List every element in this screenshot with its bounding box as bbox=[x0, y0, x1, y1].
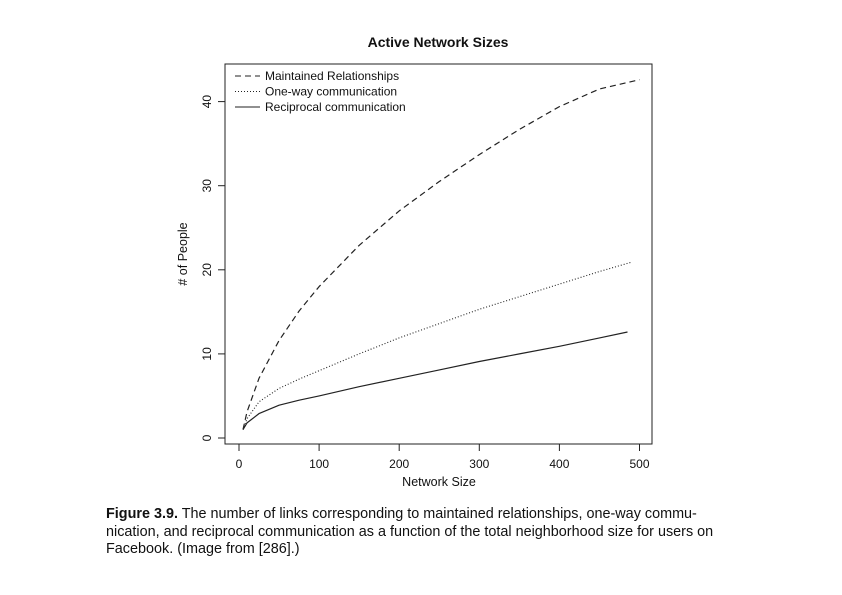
series-layer bbox=[242, 79, 640, 430]
x-axis: 0 100 200 300 400 500 bbox=[236, 444, 650, 471]
y-axis-label: # of People bbox=[176, 222, 190, 285]
caption-text: The number of links corresponding to mai… bbox=[106, 506, 714, 557]
x-tick-label: 200 bbox=[389, 457, 409, 471]
plot-frame bbox=[224, 63, 653, 445]
series-line-2 bbox=[242, 261, 632, 430]
series-line-3 bbox=[242, 331, 628, 430]
legend-label-2: One-way communication bbox=[265, 85, 397, 99]
y-tick-label: 10 bbox=[200, 347, 214, 361]
legend-label-1: Maintained Relationships bbox=[265, 69, 399, 83]
series-line-1 bbox=[242, 79, 640, 430]
x-tick-label: 0 bbox=[236, 457, 243, 471]
caption-label: Figure 3.9. bbox=[106, 506, 178, 522]
legend: Maintained Relationships One-way communic… bbox=[235, 69, 406, 114]
y-tick-label: 20 bbox=[200, 263, 214, 277]
legend-label-3: Reciprocal communication bbox=[265, 100, 406, 114]
y-tick-label: 0 bbox=[200, 434, 214, 441]
x-tick-label: 500 bbox=[629, 457, 649, 471]
x-tick-label: 100 bbox=[309, 457, 329, 471]
y-axis: 0 10 20 30 40 bbox=[200, 95, 225, 441]
y-tick-label: 30 bbox=[200, 179, 214, 193]
y-tick-label: 40 bbox=[200, 95, 214, 109]
chart-title: Active Network Sizes bbox=[368, 34, 509, 50]
figure-caption: Figure 3.9. The number of links correspo… bbox=[106, 506, 746, 559]
x-axis-label: Network Size bbox=[402, 475, 476, 489]
x-tick-label: 400 bbox=[549, 457, 569, 471]
x-tick-label: 300 bbox=[469, 457, 489, 471]
